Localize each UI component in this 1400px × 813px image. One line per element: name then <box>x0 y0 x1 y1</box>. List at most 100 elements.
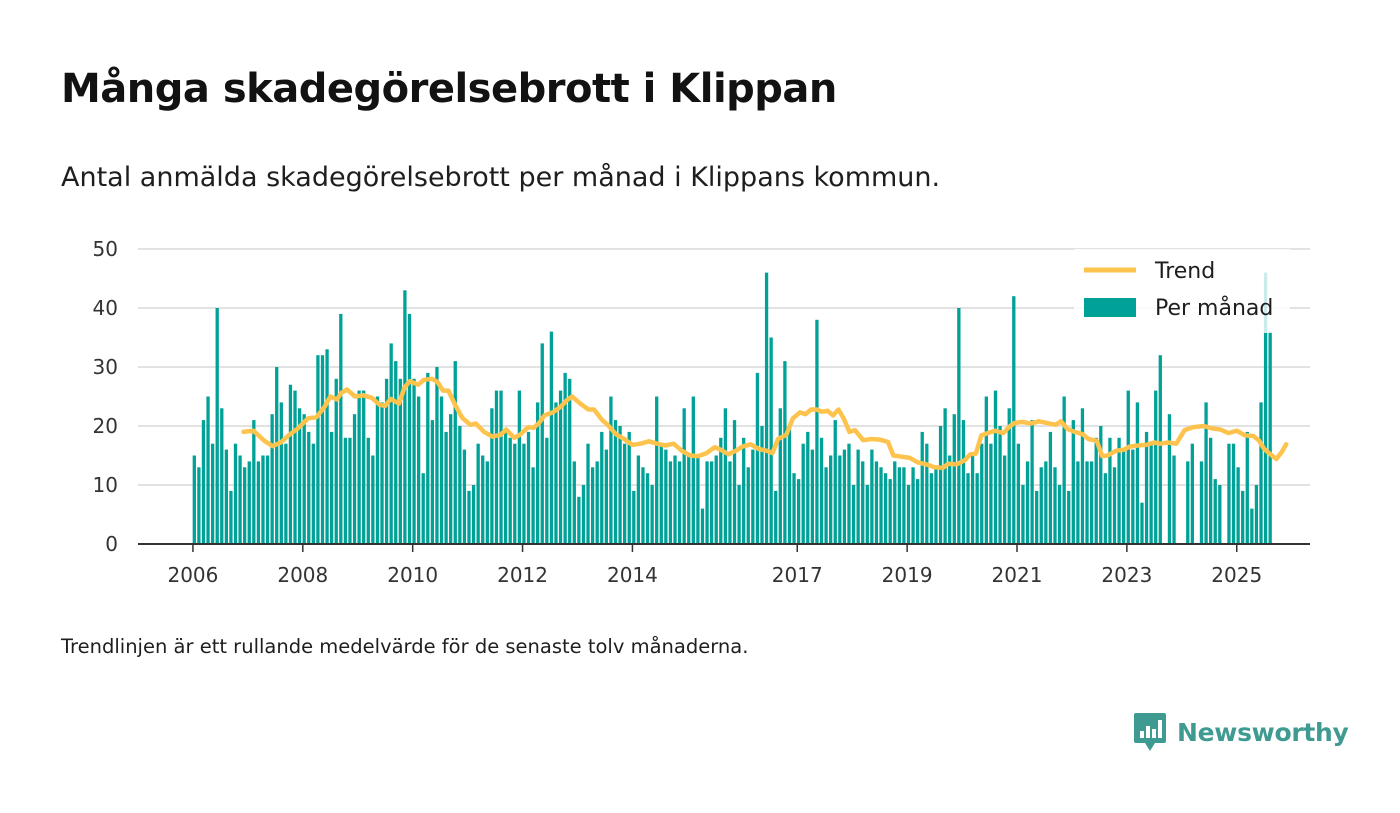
bar <box>783 361 787 544</box>
bar <box>879 467 883 544</box>
bar <box>462 449 467 544</box>
bar <box>243 467 247 544</box>
bar <box>746 467 750 544</box>
bar <box>288 384 293 544</box>
bar <box>1122 449 1126 544</box>
bar <box>1154 390 1158 544</box>
bar <box>833 420 837 544</box>
bar <box>407 313 412 544</box>
bar <box>1241 490 1245 544</box>
bar <box>476 443 480 544</box>
bar <box>293 390 297 544</box>
bar <box>815 319 819 544</box>
bar <box>297 408 302 544</box>
bar <box>792 473 796 544</box>
bar <box>636 455 641 544</box>
y-tick-label: 20 <box>93 414 118 438</box>
bar <box>343 437 348 544</box>
bar <box>403 290 407 544</box>
bar <box>1204 402 1208 544</box>
bar <box>906 485 911 544</box>
bar <box>320 355 325 544</box>
bar <box>737 485 741 544</box>
x-tick-label: 2012 <box>497 563 548 587</box>
x-tick-label: 2019 <box>882 563 933 587</box>
bar <box>1236 467 1240 544</box>
bar <box>1218 485 1222 544</box>
bar <box>380 402 384 544</box>
bar <box>769 337 773 544</box>
bar <box>920 431 924 544</box>
x-tick-label: 2010 <box>387 563 438 587</box>
bar <box>531 467 535 544</box>
bar <box>883 473 888 544</box>
bar <box>787 426 792 544</box>
bar <box>1067 490 1071 544</box>
bar <box>645 473 650 544</box>
bar <box>755 372 760 544</box>
legend-background <box>1074 249 1290 333</box>
bar <box>613 420 618 544</box>
bar <box>586 443 590 544</box>
y-tick-label: 10 <box>93 473 118 497</box>
bar <box>728 461 732 544</box>
bar <box>1071 420 1075 544</box>
bar <box>1149 443 1153 544</box>
bar <box>430 420 435 544</box>
bar <box>572 461 576 544</box>
bar <box>1172 455 1176 544</box>
bar <box>696 455 700 544</box>
bar <box>549 331 554 544</box>
bar <box>1135 402 1140 544</box>
bar <box>774 490 778 544</box>
bar <box>503 431 508 544</box>
bar <box>1268 331 1272 544</box>
bar <box>847 443 851 544</box>
bar <box>865 485 869 544</box>
bar <box>902 467 906 544</box>
bar <box>618 426 622 544</box>
bar <box>714 455 718 544</box>
bar <box>760 426 764 544</box>
bar <box>604 449 608 544</box>
bar <box>989 443 993 544</box>
bar <box>641 467 645 544</box>
bar <box>929 473 934 544</box>
bar <box>1263 272 1268 544</box>
bar <box>256 461 261 544</box>
bar <box>925 443 929 544</box>
y-tick-label: 30 <box>93 355 118 379</box>
bar <box>893 461 897 544</box>
bar <box>316 355 320 544</box>
bar <box>677 461 682 544</box>
bar <box>888 479 892 544</box>
bar <box>536 402 540 544</box>
bar <box>1108 437 1112 544</box>
y-tick-label: 50 <box>93 237 118 261</box>
trend-line-group <box>241 376 1289 471</box>
bar <box>1002 455 1007 544</box>
bar <box>966 473 970 544</box>
bar <box>975 473 979 544</box>
bar <box>851 485 856 544</box>
bar <box>705 461 709 544</box>
bar <box>1039 467 1043 544</box>
x-tick-label: 2023 <box>1101 563 1152 587</box>
bar <box>934 467 938 544</box>
bar <box>961 420 966 544</box>
bar <box>842 449 847 544</box>
bar <box>485 461 489 544</box>
x-tick-label: 2025 <box>1211 563 1262 587</box>
bar <box>1245 431 1249 544</box>
bar <box>810 449 815 544</box>
bar <box>563 372 567 544</box>
bar <box>948 455 952 544</box>
x-tick-label: 2006 <box>167 563 218 587</box>
bar <box>1057 485 1062 544</box>
bar <box>1140 502 1144 544</box>
bar <box>366 437 370 544</box>
bar <box>1158 355 1162 544</box>
bar <box>307 431 311 544</box>
bar <box>1025 461 1030 544</box>
bar <box>508 437 512 544</box>
